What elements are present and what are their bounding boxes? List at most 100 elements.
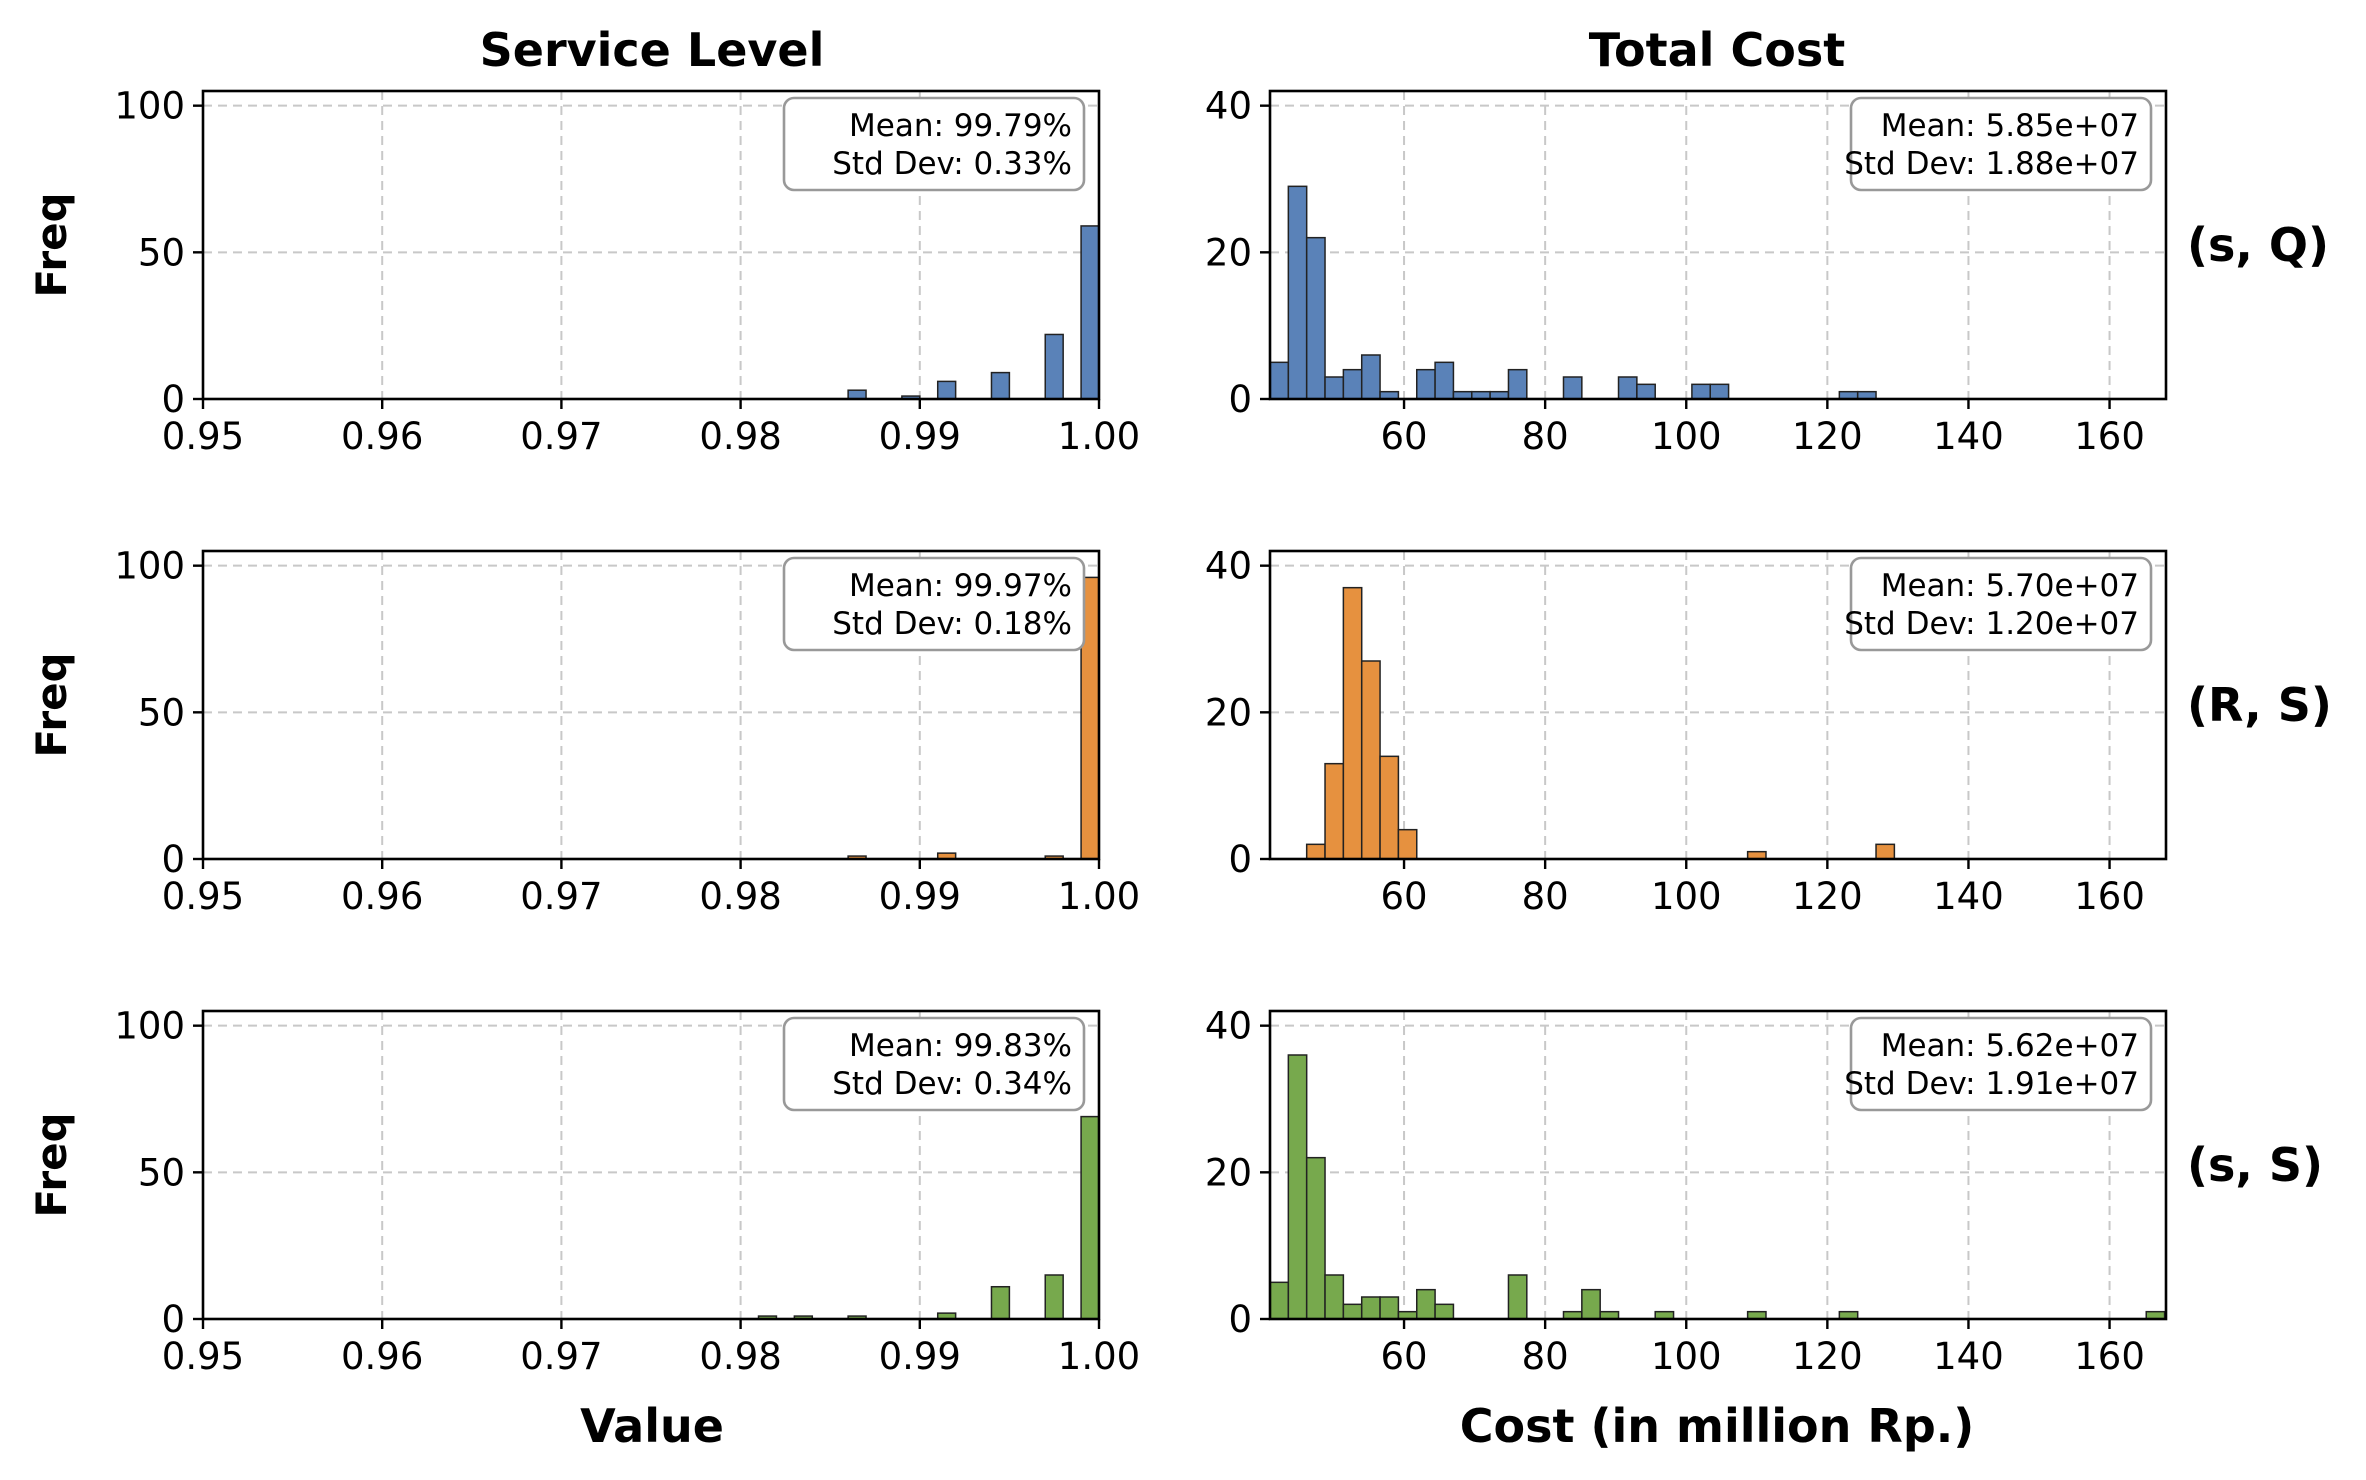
x-tick-label: 100 <box>1651 875 1722 918</box>
histogram-bar <box>1305 1156 1326 1320</box>
y-axis-label: Freq <box>27 192 76 297</box>
x-tick-label: 0.99 <box>879 875 961 918</box>
plot-frame <box>1268 1009 2168 1321</box>
plot-frame <box>201 89 1101 401</box>
histogram-bar <box>1379 755 1400 860</box>
service-level-column-title: Service Level <box>480 23 825 77</box>
x-tick-label: 80 <box>1522 1335 1569 1378</box>
histogram-bar <box>1080 225 1100 400</box>
x-tick-label: 160 <box>2074 875 2145 918</box>
x-tick-label: 120 <box>1792 415 1863 458</box>
stats-box <box>782 1016 1086 1112</box>
x-tick-label: 1.00 <box>1058 415 1140 458</box>
x-tick-label: 140 <box>1933 415 2004 458</box>
y-tick-label: 20 <box>1205 1151 1252 1194</box>
histogram-bar <box>1287 1054 1308 1320</box>
std-dev-stat: Std Dev: 1.91e+07 <box>1844 1066 2139 1102</box>
y-tick-label: 0 <box>1228 1298 1252 1341</box>
mean-stat: Mean: 5.62e+07 <box>1881 1028 2139 1064</box>
mean-stat: Mean: 99.97% <box>849 568 1072 604</box>
total-cost-column-title: Total Cost <box>1589 23 1845 77</box>
histogram-bar <box>1617 376 1638 400</box>
stats-box <box>1849 96 2153 192</box>
mean-stat: Mean: 5.70e+07 <box>1881 568 2139 604</box>
histogram-bar <box>1044 333 1064 400</box>
histogram-bar <box>1269 1281 1290 1320</box>
histogram-bar <box>1875 843 1896 860</box>
plot-frame <box>201 549 1101 861</box>
std-dev-stat: Std Dev: 0.34% <box>832 1066 1072 1102</box>
std-dev-stat: Std Dev: 1.88e+07 <box>1844 146 2139 182</box>
histogram-bar <box>990 371 1011 400</box>
y-tick-label: 40 <box>1205 85 1252 128</box>
x-tick-label: 0.96 <box>341 415 423 458</box>
total-cost-x-axis-label: Cost (in million Rp.) <box>1460 1399 1975 1453</box>
x-tick-label: 0.99 <box>879 415 961 458</box>
histogram-bar <box>1507 1274 1528 1320</box>
histogram-bar <box>1324 762 1345 860</box>
y-tick-label: 50 <box>138 691 185 734</box>
x-tick-label: 1.00 <box>1058 1335 1140 1378</box>
x-tick-label: 140 <box>1933 1335 2004 1378</box>
histogram-bar <box>1342 1303 1363 1320</box>
histogram-bar <box>1324 1274 1345 1320</box>
histogram-bar <box>1415 1288 1436 1320</box>
mean-stat: Mean: 99.79% <box>849 108 1072 144</box>
x-tick-label: 80 <box>1522 415 1569 458</box>
x-tick-label: 0.97 <box>520 415 602 458</box>
x-tick-label: 60 <box>1381 415 1428 458</box>
x-tick-label: 0.98 <box>699 1335 781 1378</box>
histogram-bar <box>990 1285 1011 1320</box>
x-tick-label: 120 <box>1792 1335 1863 1378</box>
std-dev-stat: Std Dev: 1.20e+07 <box>1844 606 2139 642</box>
histogram-bar <box>1636 383 1656 400</box>
stats-box <box>782 96 1086 192</box>
histogram-bar <box>1379 1296 1400 1320</box>
y-tick-label: 100 <box>114 85 185 128</box>
y-axis-label: Freq <box>27 1112 76 1217</box>
histogram-panel-service-level-2: 0.95 0.96 0.97 0.98 0.99 1.00 0 50 100 Mean: 99.9… <box>27 545 1140 918</box>
x-tick-label: 0.97 <box>520 1335 602 1378</box>
x-tick-label: 0.99 <box>879 1335 961 1378</box>
histogram-panel-service-level-1: 0.95 0.96 0.97 0.98 0.99 1.00 0 50 100 Mean: 99.7… <box>27 85 1140 458</box>
histogram-bar <box>1342 368 1363 400</box>
std-dev-stat: Std Dev: 0.18% <box>832 606 1072 642</box>
policy-row-label: (R, S) <box>2187 678 2332 732</box>
histogram-bar <box>1691 383 1711 400</box>
histogram-bar <box>1709 383 1730 400</box>
x-tick-label: 60 <box>1381 1335 1428 1378</box>
histogram-bar <box>1581 1288 1601 1320</box>
x-tick-label: 0.95 <box>162 415 244 458</box>
x-tick-label: 1.00 <box>1058 875 1140 918</box>
x-tick-label: 100 <box>1651 1335 1722 1378</box>
histogram-bar <box>1342 586 1363 860</box>
y-tick-label: 0 <box>1228 838 1252 881</box>
y-tick-label: 20 <box>1205 231 1252 274</box>
plot-frame <box>1268 549 2168 861</box>
y-tick-label: 0 <box>161 378 185 421</box>
y-tick-label: 0 <box>161 1298 185 1341</box>
y-axis-label: Freq <box>27 652 76 757</box>
histogram-bar <box>1269 361 1290 400</box>
service-level-x-axis-label: Value <box>580 1399 724 1453</box>
stats-box <box>782 556 1086 652</box>
histogram-bar <box>936 380 957 400</box>
histogram-bar <box>1415 368 1436 400</box>
histogram-bar <box>1360 1296 1381 1320</box>
y-tick-label: 100 <box>114 545 185 588</box>
x-tick-label: 0.96 <box>341 1335 423 1378</box>
stats-box <box>1849 556 2153 652</box>
std-dev-stat: Std Dev: 0.33% <box>832 146 1072 182</box>
x-tick-label: 0.98 <box>699 415 781 458</box>
histogram-panel-service-level-3: 0.95 0.96 0.97 0.98 0.99 1.00 0 50 100 Mean: 99.8… <box>27 1005 1140 1378</box>
histogram-bar <box>1360 354 1381 400</box>
histogram-bar <box>1562 376 1583 400</box>
histogram-bar <box>1324 376 1345 400</box>
y-tick-label: 20 <box>1205 691 1252 734</box>
y-tick-label: 0 <box>161 838 185 881</box>
y-tick-label: 50 <box>138 1151 185 1194</box>
x-tick-label: 0.96 <box>341 875 423 918</box>
histogram-bar <box>847 389 867 400</box>
